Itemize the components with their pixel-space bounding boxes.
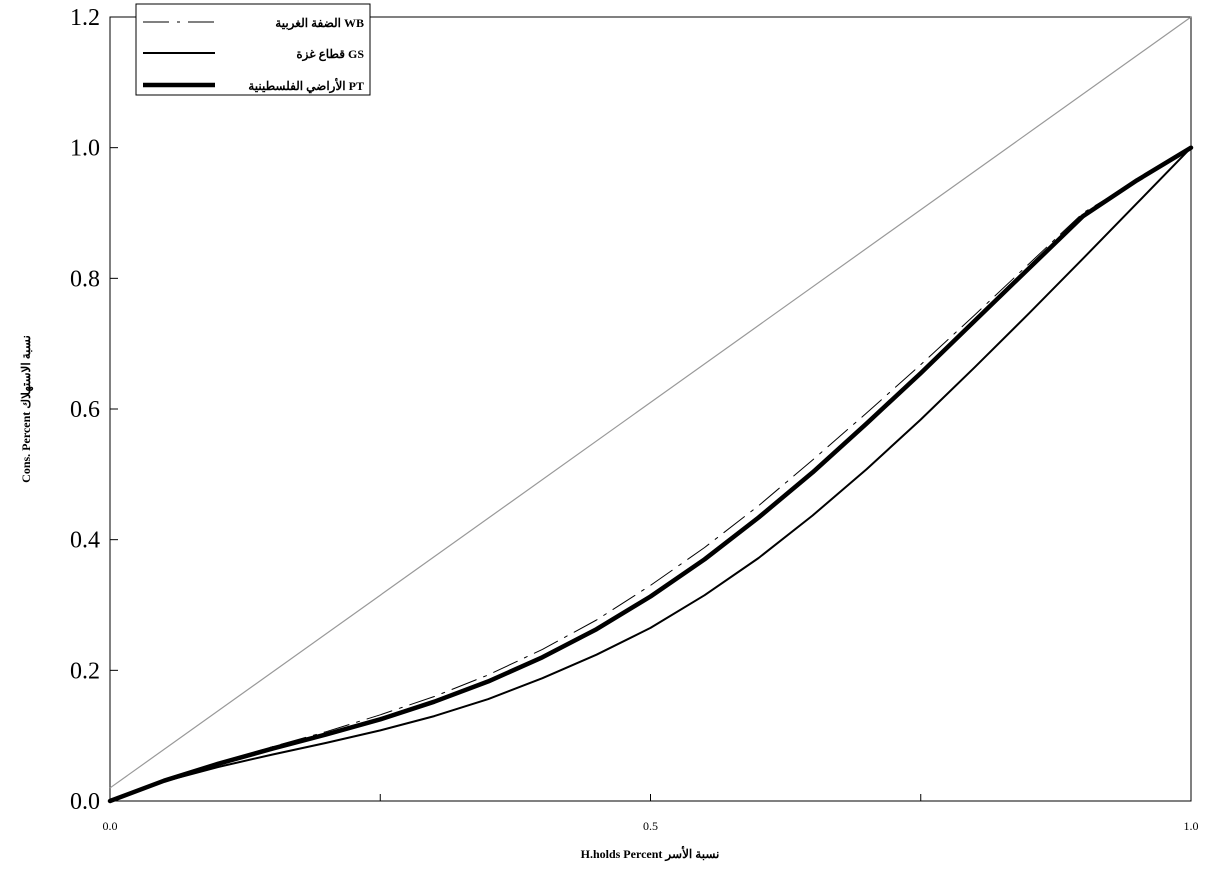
equality-line-layer: [109, 16, 1192, 789]
equality-line: [109, 16, 1192, 789]
y-tick-label: 0.0: [70, 789, 100, 815]
y-tick-label: 0.6: [70, 397, 100, 423]
x-axis-label: H.holds Percent نسبة الأسر: [581, 846, 720, 862]
series-line-wb: [109, 147, 1192, 802]
legend-label-pt: الأراضي الفلسطينية PT: [248, 78, 364, 94]
plot-area: [109, 16, 1192, 802]
ticks-layer: 0.0 0.2 0.4 0.6 0.8 1.0 1.2 0.0 0.5 1.0: [70, 5, 1199, 833]
series-layer: [107, 145, 1194, 804]
legend-label-wb: الضفة الغربية WB: [275, 16, 364, 31]
series-line-pt: [107, 145, 1194, 804]
y-axis-label: Cons. Percent نسبة الاستهلاك: [19, 335, 34, 483]
legend-label-gs: قطاع غزة GS: [296, 47, 364, 62]
y-tick-label: 0.2: [70, 658, 100, 684]
y-tick-label: 0.8: [70, 266, 100, 292]
y-tick-label: 1.2: [70, 5, 100, 31]
x-tick-label: 0.5: [643, 819, 658, 833]
legend-box: [135, 3, 371, 96]
x-tick-label: 0.0: [103, 819, 118, 833]
x-tick-label: 1.0: [1184, 819, 1199, 833]
series-line-gs: [109, 146, 1192, 802]
legend: الضفة الغربية WB قطاع غزة GS الأراضي الفلس…: [135, 3, 371, 96]
y-tick-label: 1.0: [70, 136, 100, 162]
y-tick-label: 0.4: [70, 528, 100, 554]
